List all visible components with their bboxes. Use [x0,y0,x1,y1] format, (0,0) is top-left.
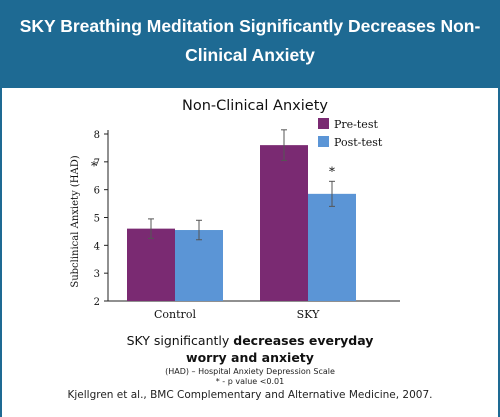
y-tick-label: 6 [94,186,100,197]
y-tick-label: 7 [94,158,100,169]
x-tick-label: Control [154,308,196,321]
right-border [498,88,500,417]
bar-post-test-control [175,230,223,301]
had-note: (HAD) – Hospital Anxiety Depression Scal… [165,367,335,376]
caption-line-1: SKY significantly decreases everyday [0,332,500,349]
caption-plain: SKY significantly [126,333,234,348]
citation: Kjellgren et al., BMC Complementary and … [67,389,433,401]
chart-title: Non-Clinical Anxiety [182,98,328,114]
bar-pre-test-sky [260,145,308,301]
caption-bold-2: worry and anxiety [186,350,314,365]
significance-marker-axis: * [91,159,97,173]
y-tick-label: 5 [94,214,100,225]
caption: SKY significantly decreases everyday wor… [0,332,500,366]
title-banner: SKY Breathing Meditation Significantly D… [0,0,500,88]
legend-label-post-test: Post-test [334,136,383,149]
left-border [0,88,2,417]
y-tick-label: 2 [94,297,100,308]
y-tick-label: 3 [94,269,100,280]
bar-pre-test-control [127,228,175,301]
caption-line-2: worry and anxiety [0,349,500,366]
caption-bold-1: decreases everyday [233,333,374,348]
legend-label-pre-test: Pre-test [334,118,378,131]
y-tick-label: 8 [94,130,100,141]
p-value-note: * - p value <0.01 [215,377,285,386]
y-tick-label: 4 [94,241,100,252]
bar-chart: Non-Clinical Anxiety 2 3 4 5 6 7 8 Subclinical A… [70,98,400,321]
significance-marker-sky-post: * [329,164,335,178]
slide-title-line-2: Clinical Anxiety [185,45,315,65]
bar-post-test-sky [308,193,356,301]
x-tick-label: SKY [297,308,320,321]
legend-swatch-post-test [318,136,329,147]
slide-title-line-1: SKY Breathing Meditation Significantly D… [19,16,481,36]
legend-swatch-pre-test [318,118,329,129]
y-axis-label: Subclinical Anxiety (HAD) [70,155,81,287]
